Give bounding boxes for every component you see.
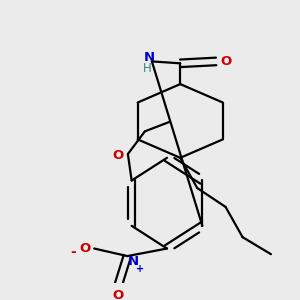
Text: O: O (113, 149, 124, 162)
Text: -: - (70, 245, 76, 259)
Text: H: H (143, 62, 152, 76)
Text: N: N (143, 51, 155, 64)
Text: N: N (128, 255, 139, 268)
Text: O: O (220, 55, 231, 68)
Text: +: + (136, 264, 145, 274)
Text: O: O (79, 242, 90, 255)
Text: O: O (112, 289, 124, 300)
